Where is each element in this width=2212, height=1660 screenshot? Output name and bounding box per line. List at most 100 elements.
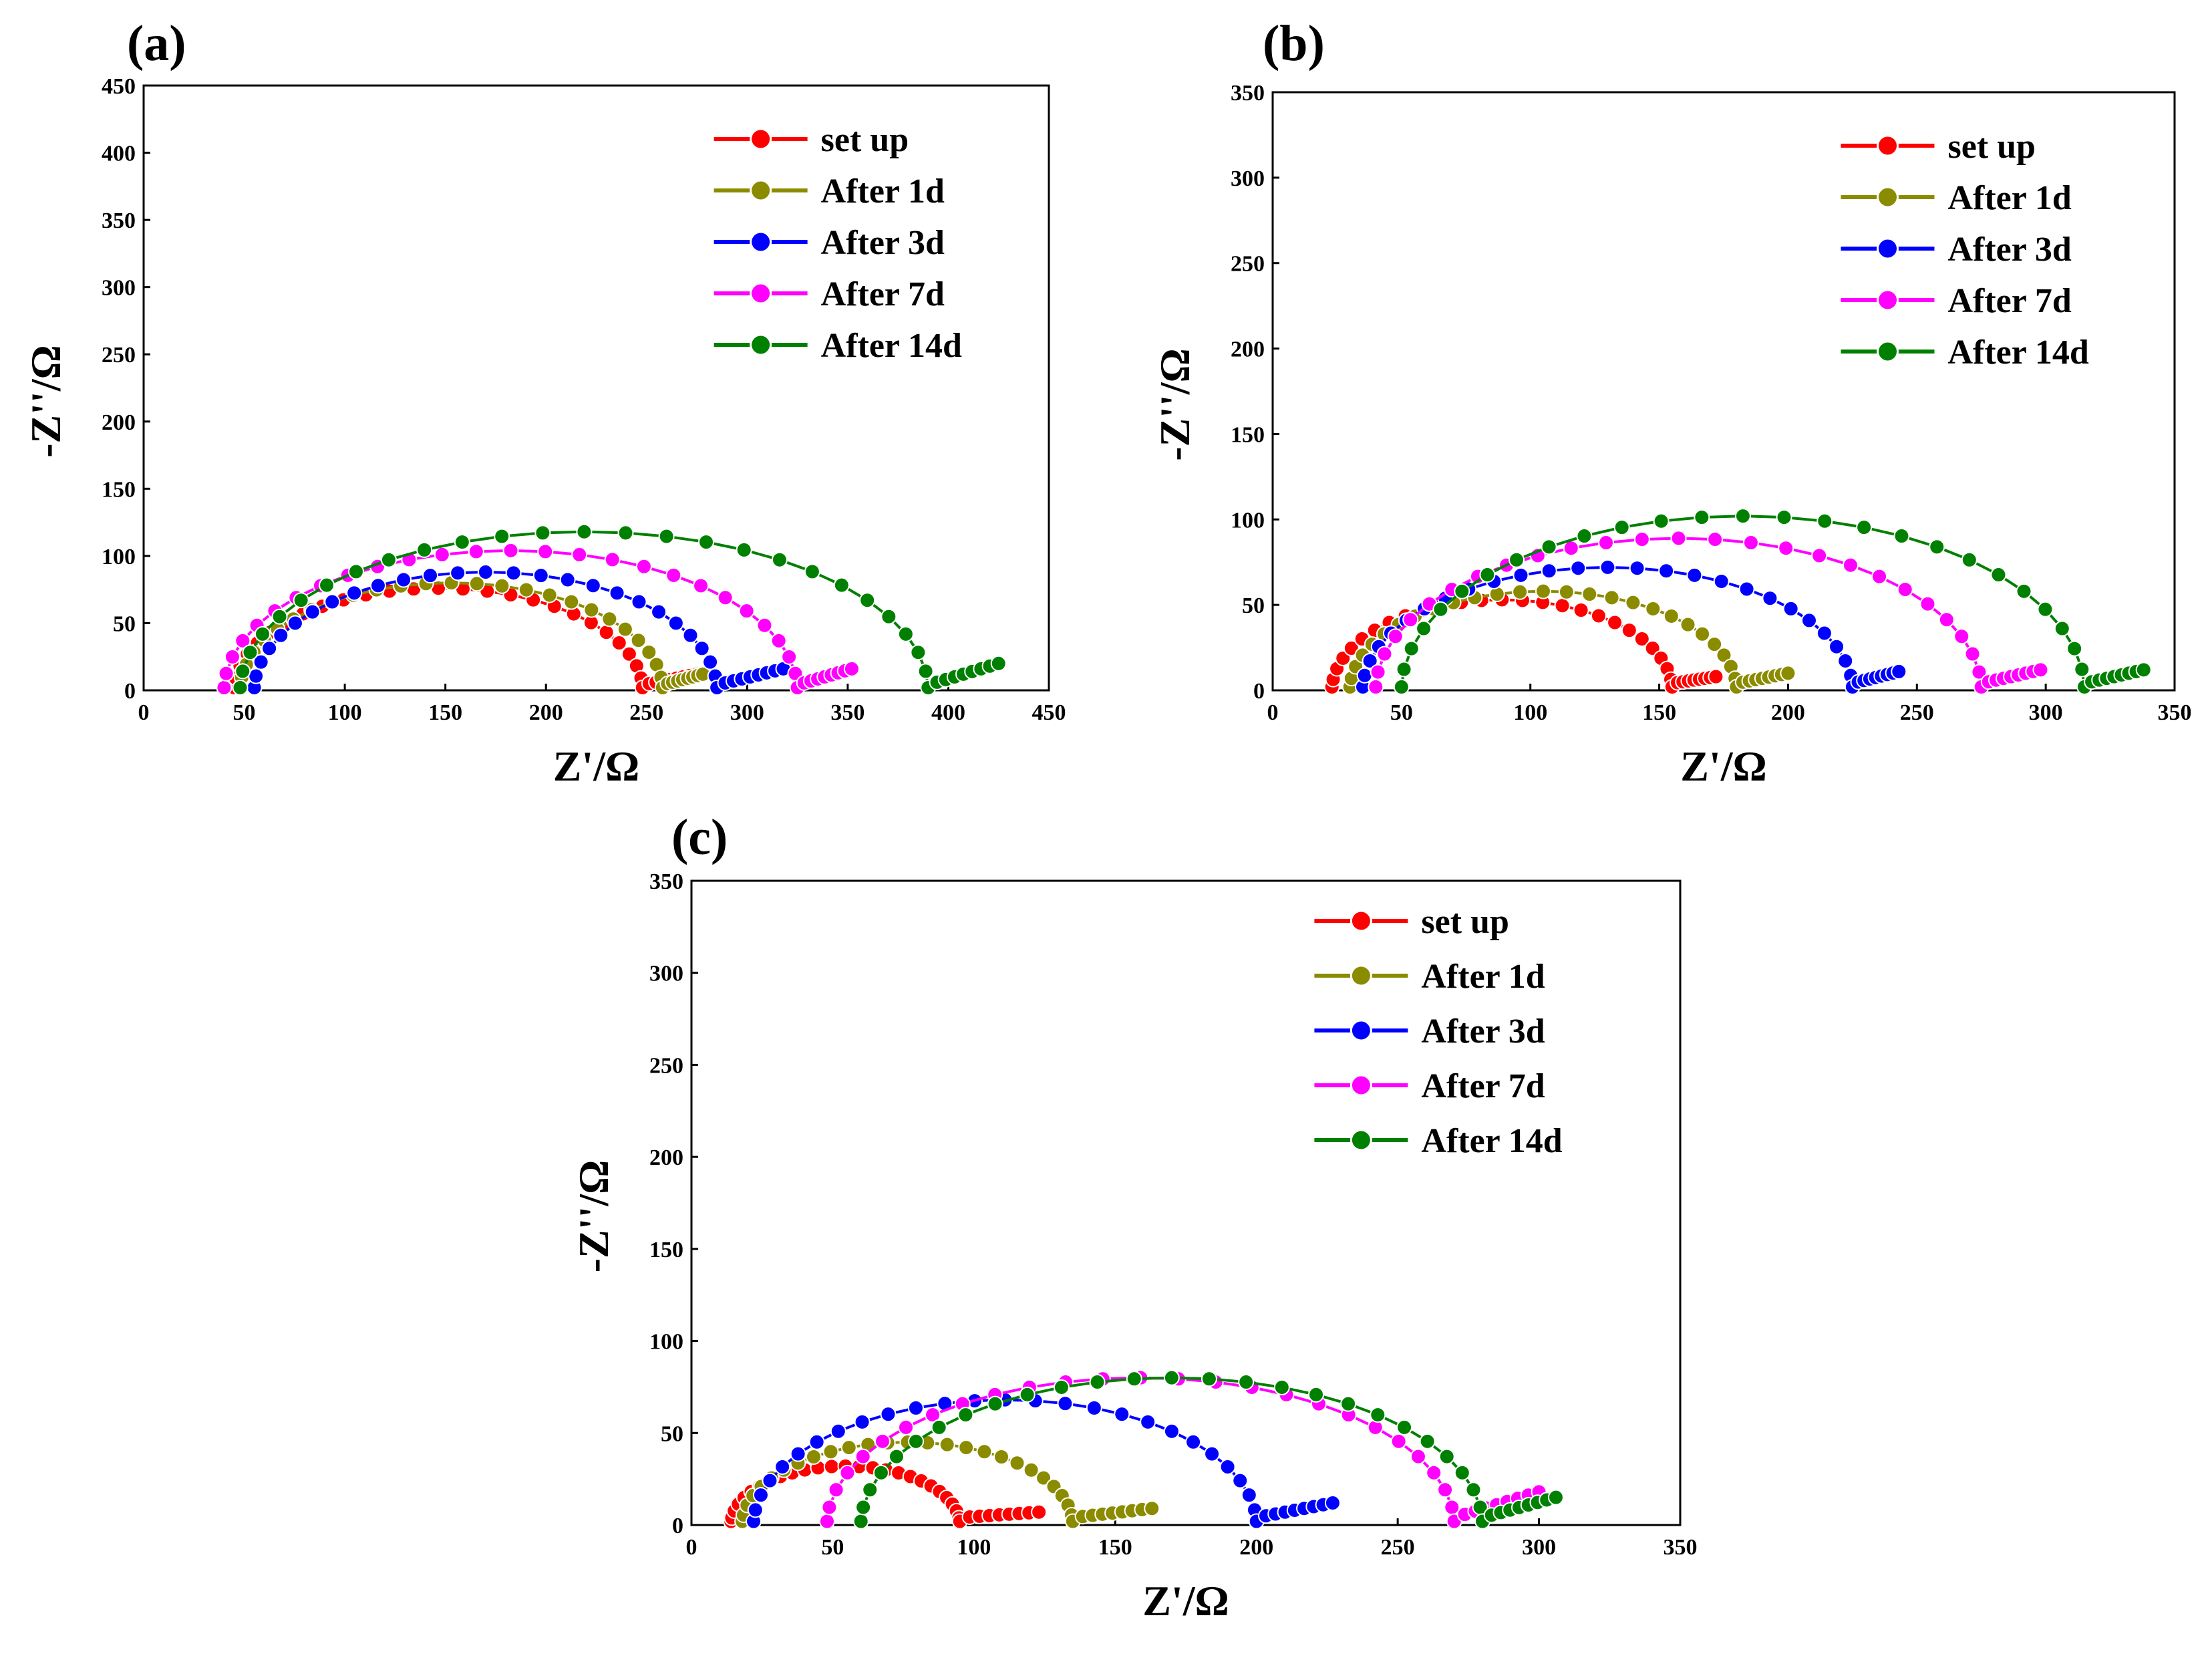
y-tick-label: 200: [102, 410, 136, 435]
legend-marker: [1877, 237, 1899, 260]
panel-label-c: (c): [671, 809, 728, 865]
data-point: [1387, 628, 1404, 645]
data-point: [880, 1406, 897, 1423]
data-point: [1742, 535, 1759, 551]
data-point: [234, 663, 251, 680]
y-tick-label: 100: [649, 1330, 683, 1355]
x-tick-label: 50: [821, 1535, 844, 1560]
data-point: [1778, 540, 1794, 557]
data-point: [1938, 611, 1955, 628]
x-tick-label: 0: [1267, 700, 1279, 725]
data-point: [468, 575, 485, 592]
data-point: [617, 621, 633, 638]
x-tick-label: 50: [1390, 700, 1413, 725]
data-point: [1713, 573, 1730, 589]
data-point: [1376, 646, 1393, 662]
data-point: [1356, 667, 1373, 684]
data-point: [468, 543, 484, 560]
y-tick-label: 450: [102, 74, 136, 99]
y-tick-label: 50: [113, 611, 136, 636]
data-point: [254, 626, 271, 642]
data-point: [828, 1482, 844, 1498]
data-point: [1576, 528, 1593, 545]
data-point: [736, 541, 752, 558]
data-point: [1629, 560, 1645, 577]
x-tick-label: 100: [1513, 700, 1547, 725]
data-point: [855, 1499, 872, 1516]
series-after-3d: [746, 1391, 1341, 1530]
data-point: [910, 644, 927, 661]
data-point: [1547, 1489, 1564, 1506]
y-tick-label: 200: [1231, 337, 1265, 362]
data-point: [434, 546, 450, 563]
data-point: [1694, 626, 1711, 642]
data-point: [1390, 1433, 1407, 1449]
data-point: [242, 644, 259, 661]
x-tick-label: 150: [428, 700, 462, 725]
data-point: [1410, 1448, 1426, 1465]
data-point: [630, 632, 647, 649]
data-point: [1598, 535, 1615, 551]
data-point: [1871, 568, 1888, 585]
data-point: [738, 603, 755, 619]
data-point: [1625, 594, 1641, 611]
data-point: [2032, 662, 2049, 678]
data-point: [1204, 1445, 1221, 1462]
data-point: [1144, 1500, 1160, 1517]
data-point: [532, 567, 549, 584]
data-point: [1219, 1458, 1236, 1475]
data-point: [1734, 508, 1751, 525]
data-point: [747, 1502, 764, 1518]
data-point: [505, 565, 522, 581]
x-tick-label: 250: [1900, 700, 1934, 725]
data-point: [1607, 614, 1623, 631]
data-point: [756, 617, 773, 634]
data-point: [682, 627, 699, 644]
data-point: [1509, 551, 1525, 568]
y-tick-label: 400: [102, 142, 136, 166]
data-point: [818, 1513, 835, 1530]
data-point: [1570, 560, 1587, 577]
data-point: [609, 585, 625, 601]
legend-label: After 14d: [1421, 1122, 1562, 1160]
data-point: [1663, 607, 1680, 624]
x-tick-label: 150: [1642, 700, 1676, 725]
data-point: [1558, 583, 1575, 600]
data-point: [1031, 1504, 1048, 1520]
data-point: [1238, 1374, 1255, 1391]
panel-2: 0 50 100 150 200 250 300 350 0 50 100 150 200 250 300 3…: [570, 869, 1698, 1625]
y-tick-label: 300: [649, 962, 683, 986]
data-point: [611, 634, 627, 651]
data-point: [1613, 519, 1630, 536]
data-point: [1716, 647, 1732, 664]
data-point: [1009, 1455, 1025, 1472]
x-tick-label: 250: [629, 700, 663, 725]
y-axis-title: -Z''/Ω: [1151, 348, 1199, 461]
data-point: [324, 593, 341, 610]
legend-marker: [1877, 134, 1899, 157]
y-tick-label: 200: [649, 1145, 683, 1170]
data-point: [396, 571, 412, 588]
data-point: [218, 665, 234, 682]
data-point: [875, 1433, 891, 1449]
data-point: [271, 608, 288, 625]
y-tick-label: 150: [1231, 422, 1265, 447]
series-after-3d: [246, 564, 792, 696]
data-point: [541, 587, 558, 603]
legend-label: After 1d: [1421, 958, 1545, 996]
data-point: [224, 648, 241, 665]
y-tick-label: 300: [1231, 166, 1265, 191]
data-point: [1438, 1448, 1455, 1465]
legend-label: After 3d: [1421, 1012, 1545, 1051]
x-tick-label: 300: [1522, 1535, 1556, 1560]
x-tick-label: 350: [830, 700, 864, 725]
legend-label: After 3d: [821, 224, 945, 262]
data-point: [1961, 551, 1978, 568]
data-point: [2054, 620, 2070, 637]
legend-marker: [1350, 1019, 1372, 1042]
legend-label: After 14d: [1948, 333, 2089, 372]
data-point: [1680, 616, 1696, 633]
y-tick-label: 100: [102, 545, 136, 569]
